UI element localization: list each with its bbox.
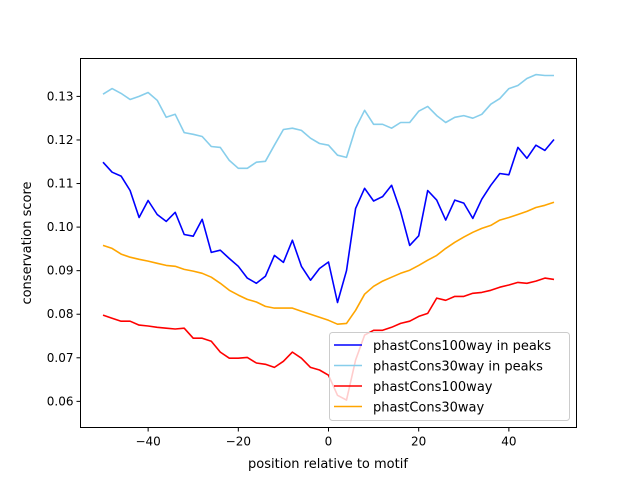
y-axis: 0.06 0.07 0.08 0.09 0.10 0.11 0.12 0.13 [47,89,81,408]
x-tick-label: −20 [226,435,251,449]
series-line-phastcons100way-in-peaks [102,138,555,304]
series-line-phastcons30way [102,201,555,326]
y-tick-label: 0.13 [47,89,74,103]
y-tick-label: 0.10 [47,220,74,234]
y-tick-label: 0.11 [47,177,74,191]
legend-label: phastCons100way [373,380,493,395]
y-tick-label: 0.12 [47,133,74,147]
y-tick-label: 0.06 [47,394,74,408]
x-tick-label: 40 [501,435,516,449]
x-axis-label: position relative to motif [248,457,408,472]
legend-label: phastCons100way in peaks [373,339,551,354]
x-tick-label: 20 [411,435,426,449]
y-tick-label: 0.09 [47,264,74,278]
y-axis-label: conservation score [20,181,35,304]
series-line-phastcons30way-in-peaks [102,73,554,170]
series-layer [102,73,555,401]
legend-label: phastCons30way in peaks [373,360,543,375]
y-tick-label: 0.07 [47,351,74,365]
series-line-phastcons100way [102,277,555,401]
x-axis: −40 −20 0 20 40 [135,427,517,449]
x-tick-label: 0 [325,435,333,449]
legend-label: phastCons30way [373,401,485,416]
y-tick-label: 0.08 [47,307,74,321]
x-tick-label: −40 [135,435,160,449]
legend: phastCons100way in peaks phastCons30way i… [329,332,570,421]
legend-box [329,332,570,421]
